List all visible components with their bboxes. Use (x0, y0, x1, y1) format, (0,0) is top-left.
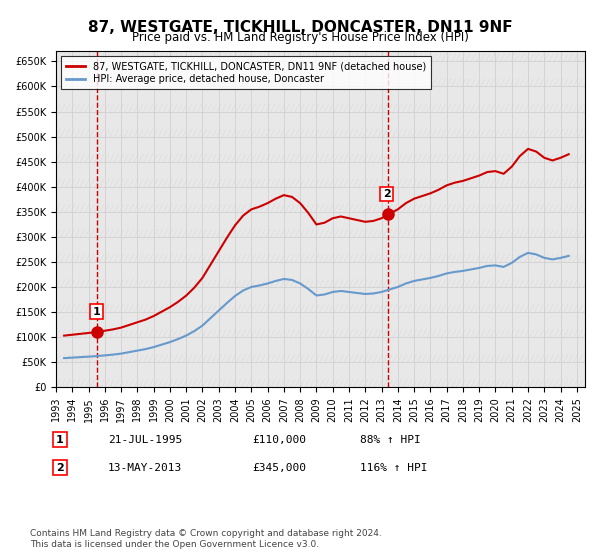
Text: Price paid vs. HM Land Registry's House Price Index (HPI): Price paid vs. HM Land Registry's House … (131, 31, 469, 44)
Text: Contains HM Land Registry data © Crown copyright and database right 2024.
This d: Contains HM Land Registry data © Crown c… (30, 529, 382, 549)
Text: 21-JUL-1995: 21-JUL-1995 (108, 435, 182, 445)
Text: 87, WESTGATE, TICKHILL, DONCASTER, DN11 9NF: 87, WESTGATE, TICKHILL, DONCASTER, DN11 … (88, 20, 512, 35)
Text: 13-MAY-2013: 13-MAY-2013 (108, 463, 182, 473)
Text: 116% ↑ HPI: 116% ↑ HPI (360, 463, 427, 473)
Text: £345,000: £345,000 (252, 463, 306, 473)
Text: 88% ↑ HPI: 88% ↑ HPI (360, 435, 421, 445)
Text: £110,000: £110,000 (252, 435, 306, 445)
Text: 1: 1 (56, 435, 64, 445)
Text: 2: 2 (56, 463, 64, 473)
Text: 2: 2 (383, 189, 391, 199)
Legend: 87, WESTGATE, TICKHILL, DONCASTER, DN11 9NF (detached house), HPI: Average price: 87, WESTGATE, TICKHILL, DONCASTER, DN11 … (61, 56, 431, 89)
Text: 1: 1 (92, 306, 100, 316)
